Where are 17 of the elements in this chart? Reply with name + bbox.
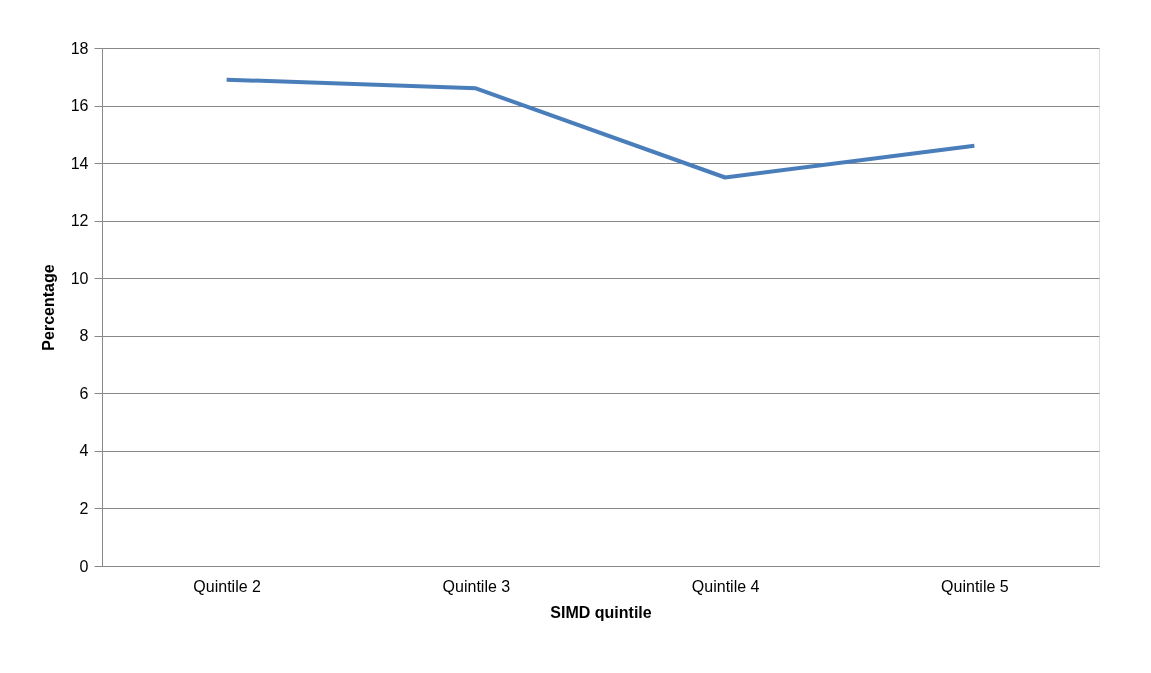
y-axis-title: Percentage bbox=[39, 264, 57, 351]
x-axis-title: SIMD quintile bbox=[550, 603, 652, 621]
line-series bbox=[224, 77, 977, 180]
x-tick-label: Quintile 2 bbox=[193, 577, 262, 595]
y-tick-label: 2 bbox=[79, 499, 89, 517]
y-tick-label: 14 bbox=[70, 154, 89, 172]
y-tick-label: 10 bbox=[70, 269, 89, 287]
y-tick-label: 8 bbox=[79, 327, 89, 345]
y-tick-label: 12 bbox=[70, 212, 89, 230]
x-tick-label: Quintile 5 bbox=[941, 577, 1009, 595]
y-tick-label: 18 bbox=[70, 39, 89, 57]
x-tick-label: Quintile 3 bbox=[442, 577, 511, 595]
y-tick-label: 16 bbox=[70, 97, 89, 115]
x-tick-label: Quintile 4 bbox=[691, 577, 760, 595]
y-tick-label: 4 bbox=[79, 442, 89, 460]
y-tick-label: 6 bbox=[79, 384, 89, 402]
y-tick-label: 0 bbox=[79, 557, 89, 575]
